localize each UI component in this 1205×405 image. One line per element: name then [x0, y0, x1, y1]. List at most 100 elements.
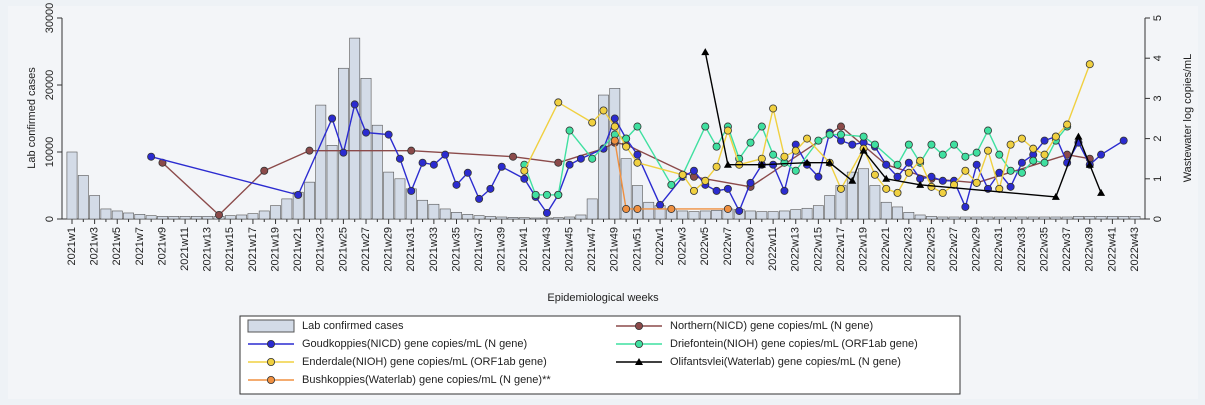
x-tick-label: 2021w41: [518, 227, 530, 272]
line-segment: [976, 130, 989, 153]
bar: [745, 210, 756, 220]
marker: [1085, 160, 1094, 168]
marker: [520, 166, 529, 175]
x-tick-label: 2022w19: [858, 227, 870, 272]
y2-tick-label: 4: [1152, 55, 1164, 61]
bar: [473, 215, 485, 220]
marker: [1017, 168, 1026, 177]
line-segment: [467, 172, 480, 200]
marker: [780, 186, 789, 195]
line-segment: [218, 170, 265, 216]
marker: [622, 204, 631, 213]
line-segment: [591, 134, 616, 160]
line-segment: [354, 104, 367, 133]
x-tick-label: 2021w3: [89, 227, 101, 266]
bar: [552, 217, 564, 220]
bar: [191, 216, 202, 220]
x-tick-label: 2022w23: [903, 227, 915, 272]
marker: [1029, 156, 1038, 165]
bar: [541, 217, 553, 220]
x-tick-label: 2021w45: [563, 227, 575, 272]
bar: [1005, 216, 1016, 220]
line-segment: [976, 150, 989, 184]
line-segment: [614, 140, 627, 210]
legend-key: [247, 319, 295, 333]
marker: [565, 126, 574, 135]
x-tick-label: 2021w21: [292, 227, 304, 272]
y-tick-label: 10000: [44, 137, 56, 168]
bar: [1039, 216, 1050, 220]
marker: [565, 160, 574, 169]
x-tick-label: 2022w39: [1084, 227, 1096, 272]
bar: [326, 145, 338, 220]
line-segment: [1089, 164, 1102, 194]
bar: [123, 212, 134, 220]
line-segment: [161, 162, 220, 216]
bar: [586, 198, 598, 220]
bar: [179, 216, 191, 220]
line-segment: [817, 132, 831, 177]
marker: [723, 160, 732, 168]
bar: [1050, 216, 1062, 220]
bar: [711, 209, 722, 220]
marker: [1119, 136, 1128, 145]
marker: [870, 170, 879, 179]
marker: [266, 357, 275, 366]
marker: [350, 100, 359, 109]
line-segment: [411, 149, 514, 158]
bar: [485, 216, 496, 220]
marker: [904, 168, 913, 177]
marker: [893, 188, 902, 197]
bar: [688, 211, 700, 220]
bar: [598, 94, 609, 220]
y-tick-label: 30000: [44, 3, 56, 34]
x-tick-label: 2022w3: [677, 227, 689, 266]
bar: [971, 216, 983, 220]
line-segment: [829, 162, 853, 182]
marker: [757, 160, 766, 168]
legend-label: Northern(NICD) gene copies/mL (N gene): [670, 320, 873, 332]
line-segment: [715, 130, 729, 167]
x-tick-label: 2022w31: [993, 227, 1005, 272]
bar: [66, 151, 78, 220]
line-segment: [1077, 136, 1091, 165]
marker: [328, 114, 337, 123]
marker: [803, 134, 812, 143]
y-tick-label: 0: [44, 216, 56, 222]
line-segment: [342, 104, 356, 153]
marker: [588, 118, 597, 127]
y2-tick-label: 2: [1152, 136, 1164, 142]
marker: [836, 122, 845, 131]
bar: [168, 216, 180, 220]
line-segment: [410, 162, 424, 192]
y-tick-label: 20000: [44, 70, 56, 101]
bar: [1084, 216, 1096, 220]
x-tick-label: 2021w1: [66, 227, 78, 266]
marker: [1040, 158, 1049, 167]
line-segment: [976, 164, 989, 190]
marker: [667, 180, 676, 189]
marker: [339, 148, 348, 157]
marker: [452, 180, 461, 189]
marker: [870, 140, 879, 149]
bar: [914, 214, 926, 220]
legend-label: Bushkoppies(Waterlab) gene copies/mL (N …: [302, 374, 551, 386]
bar: [530, 217, 542, 220]
marker: [814, 172, 823, 181]
marker: [656, 200, 665, 209]
marker: [757, 122, 766, 131]
bar: [383, 171, 395, 220]
marker: [266, 339, 275, 348]
marker: [712, 186, 721, 195]
legend-label: Lab confirmed cases: [302, 320, 404, 332]
marker: [429, 160, 438, 169]
bar: [451, 212, 462, 220]
marker: [938, 150, 947, 159]
line-segment: [964, 164, 978, 208]
marker: [633, 204, 642, 213]
x-tick-label: 2021w33: [428, 227, 440, 272]
x-tick-label: 2021w11: [179, 227, 191, 271]
marker: [701, 122, 710, 131]
line-segment: [557, 130, 571, 196]
bar: [948, 216, 960, 220]
